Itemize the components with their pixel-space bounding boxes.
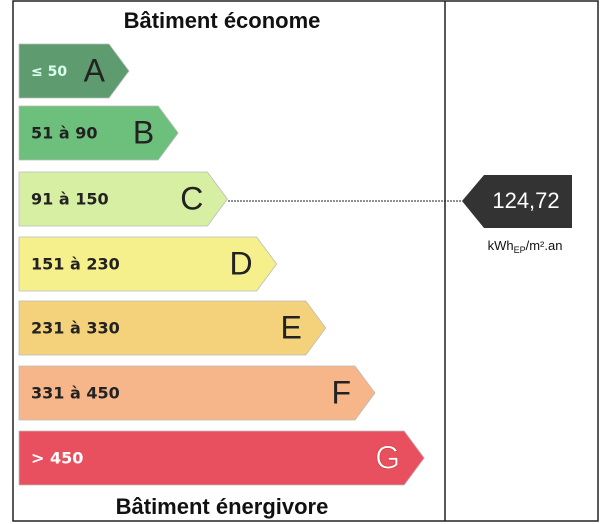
class-letter: G — [375, 439, 400, 475]
result-box — [462, 175, 572, 228]
frame — [12, 0, 599, 522]
class-letter: E — [280, 309, 301, 345]
class-arrow — [18, 43, 130, 99]
class-range: 51 à 90 — [31, 124, 97, 143]
class-letter: A — [84, 52, 106, 88]
unit-rest: /m².an — [526, 238, 563, 253]
class-range: > 450 — [31, 449, 83, 468]
class-arrow — [18, 236, 278, 292]
class-letter: B — [133, 114, 154, 150]
header-title: Bâtiment économe — [124, 8, 321, 33]
class-range: 331 à 450 — [31, 384, 120, 403]
class-arrow — [18, 171, 228, 227]
result-value: 124,72 — [492, 188, 559, 213]
class-letter: F — [331, 374, 351, 410]
class-range: 91 à 150 — [31, 190, 109, 209]
class-arrow — [18, 300, 327, 356]
unit-sub: EP — [514, 245, 526, 255]
class-letter: C — [180, 180, 203, 216]
class-arrow — [18, 365, 376, 421]
classes: ≤ 50 A 51 à 90 B 91 à 150 C 151 à 230 D 231 à 33… — [18, 43, 425, 486]
class-arrow — [18, 105, 179, 161]
unit-main: kWh — [488, 238, 514, 253]
class-letter: D — [229, 245, 252, 281]
footer-title: Bâtiment énergivore — [116, 494, 329, 519]
class-range: 151 à 230 — [31, 255, 120, 274]
class-range: ≤ 50 — [31, 64, 67, 80]
class-range: 231 à 330 — [31, 319, 120, 338]
result-unit: kWhEP/m².an — [488, 238, 563, 255]
class-arrow — [18, 430, 425, 486]
